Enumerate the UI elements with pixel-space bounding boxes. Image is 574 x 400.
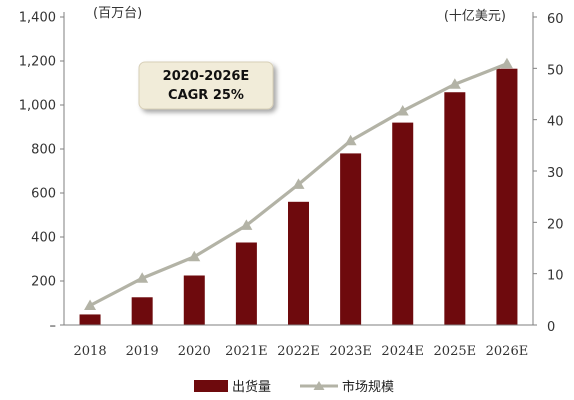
right-axis-tick-label: 10 [547, 269, 564, 284]
x-axis: 2018 2019 2020 2021E 2022E 2023E 2024E 2025E 202… [74, 344, 529, 359]
left-axis-tick-label: 1,400 [19, 11, 56, 26]
right-axis: 0 10 20 30 40 50 60 [533, 12, 564, 335]
left-axis-unit-label: (百万台) [93, 6, 142, 21]
left-axis-tick-label: 400 [31, 231, 56, 246]
left-axis-tick-label: 600 [31, 187, 56, 202]
legend: 出货量 市场规模 [194, 379, 394, 395]
left-axis: – 200 400 600 800 1,000 1,200 1,400 [19, 11, 64, 334]
x-axis-tick-label: 2018 [74, 344, 107, 359]
x-axis-tick-label: 2025E [434, 344, 477, 359]
bar-shipments [79, 314, 101, 325]
right-axis-tick-label: 30 [547, 166, 564, 181]
bar-series-shipments [79, 68, 518, 326]
bar-shipments [444, 92, 466, 326]
legend-label-market-size: 市场规模 [342, 379, 394, 395]
right-axis-tick-label: 0 [547, 320, 555, 335]
left-axis-tick-label: 1,200 [19, 55, 56, 70]
x-axis-tick-label: 2023E [329, 344, 372, 359]
right-axis-tick-label: 20 [547, 217, 564, 232]
right-axis-unit-label: (十亿美元) [444, 9, 506, 24]
cagr-annotation-box [138, 61, 274, 110]
right-axis-tick-label: 40 [547, 115, 564, 130]
market-size-marker [136, 272, 149, 283]
market-size-marker [448, 78, 461, 89]
bar-shipments [288, 201, 309, 325]
market-size-marker [188, 250, 201, 262]
market-size-marker [396, 104, 409, 116]
right-axis-tick-label: 60 [547, 12, 564, 27]
legend-swatch-shipments [194, 380, 228, 392]
x-axis-tick-label: 2022E [277, 344, 320, 359]
bar-shipments [340, 153, 362, 325]
cagr-annotation: 2020-2026E CAGR 25% [138, 61, 274, 110]
right-axis-tick-label: 50 [547, 63, 564, 78]
cagr-annotation-line2: CAGR 25% [168, 88, 244, 103]
x-axis-tick-label: 2026E [486, 344, 529, 359]
market-size-marker [344, 134, 357, 146]
legend-swatch-market-size-marker [313, 381, 325, 390]
bar-shipments [235, 242, 257, 325]
market-size-marker [84, 299, 97, 310]
bar-shipments [496, 68, 518, 325]
market-size-marker [500, 57, 513, 69]
market-size-marker [292, 178, 305, 189]
left-axis-tick-label: 800 [31, 143, 56, 158]
left-axis-tick-label: – [50, 319, 57, 334]
left-axis-tick-label: 200 [31, 275, 56, 290]
cagr-annotation-line1: 2020-2026E [163, 69, 250, 84]
x-axis-tick-label: 2021E [225, 344, 268, 359]
bar-shipments [131, 297, 153, 325]
x-axis-tick-label: 2024E [381, 344, 424, 359]
x-axis-tick-label: 2019 [126, 344, 159, 359]
bar-shipments [392, 122, 414, 325]
left-axis-tick-label: 1,000 [19, 99, 56, 114]
x-axis-tick-label: 2020 [178, 344, 211, 359]
line-series-market-size [84, 57, 513, 310]
legend-label-shipments: 出货量 [232, 379, 271, 395]
market-size-marker [240, 219, 253, 230]
bar-shipments [183, 275, 205, 325]
